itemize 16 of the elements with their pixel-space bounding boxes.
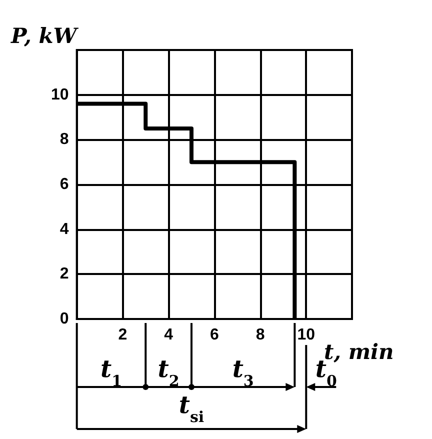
- text: t$_{3}$: [232, 354, 254, 390]
- y-tick-label: 8: [60, 131, 69, 148]
- x-tick-label: 4: [164, 326, 174, 344]
- y-tick-label: 10: [51, 86, 69, 104]
- text: t$_{1}$: [100, 354, 122, 390]
- y-tick-label: 6: [60, 176, 69, 193]
- y-tick-label: 2: [60, 266, 69, 283]
- x-tick-label: 10: [297, 326, 316, 344]
- x-tick-label: 8: [256, 326, 265, 344]
- y-tick-label: 0: [60, 310, 69, 328]
- y-axis-title: P, kW: [10, 23, 80, 48]
- text: t$_{si}$: [178, 390, 204, 426]
- text: t$_{2}$: [158, 354, 180, 390]
- x-tick-label: 2: [118, 326, 128, 344]
- y-tick-label: 4: [60, 220, 69, 238]
- x-tick-label: 6: [210, 326, 219, 344]
